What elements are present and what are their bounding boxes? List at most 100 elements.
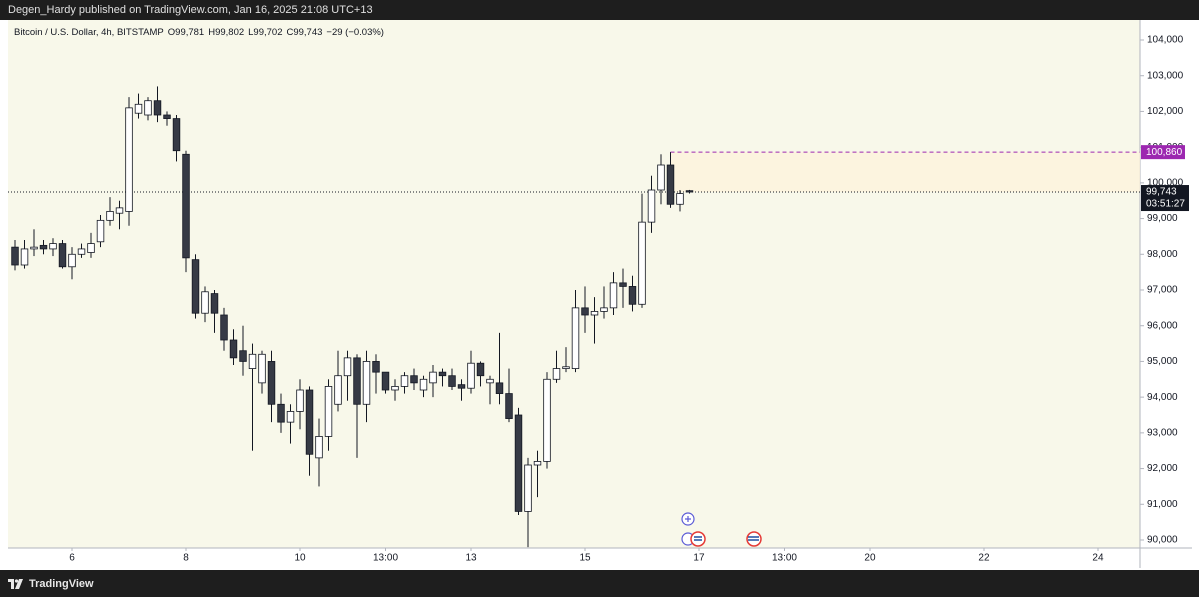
footer: TradingView xyxy=(0,570,1199,597)
price-axis xyxy=(1140,20,1192,568)
candle-body xyxy=(619,282,627,287)
candle-body xyxy=(343,357,352,377)
y-tick-label: 91,000 xyxy=(1147,499,1178,510)
y-tick-label: 99,000 xyxy=(1147,213,1178,224)
x-tick-label: 13:00 xyxy=(373,553,398,564)
event-icon xyxy=(685,516,691,522)
candle-body xyxy=(590,311,599,316)
logo xyxy=(8,578,23,589)
candle-body xyxy=(448,375,456,387)
chart: 90,000 91,000 92,000 93,000 94,000 95,000 96,0… xyxy=(0,20,1199,570)
candle-body xyxy=(286,411,295,423)
marks: 90,000 91,000 92,000 93,000 94,000 95,000 96,0… xyxy=(8,35,1189,564)
y-tick-label: 97,000 xyxy=(1147,285,1178,296)
candle-body xyxy=(58,243,67,268)
candle-body xyxy=(11,246,19,266)
candle-body xyxy=(258,353,266,384)
x-tick-label: 8 xyxy=(183,553,189,564)
candle-body xyxy=(191,259,200,314)
y-tick-label: 95,000 xyxy=(1147,356,1178,367)
candle-body xyxy=(438,371,447,377)
y-tick-label: 90,000 xyxy=(1147,535,1178,546)
candle-body xyxy=(68,253,76,268)
candle-body xyxy=(647,189,656,223)
candle-body xyxy=(600,307,608,312)
y-tick-label: 98,000 xyxy=(1147,249,1178,260)
candle-body xyxy=(315,436,323,459)
x-tick-label: 15 xyxy=(579,553,591,564)
y-tick-label: 104,000 xyxy=(1147,35,1184,46)
candle-body xyxy=(239,350,247,362)
candle-body xyxy=(305,389,314,455)
candle-body xyxy=(419,378,428,391)
candle-body xyxy=(666,164,675,205)
events xyxy=(681,512,762,547)
candle-body xyxy=(163,114,171,119)
x-tick-label: 22 xyxy=(978,553,990,564)
x-tick-label: 17 xyxy=(693,553,705,564)
high-label: 100,860 xyxy=(1146,147,1183,158)
y-tick-label: 103,000 xyxy=(1147,70,1184,81)
candle-body xyxy=(543,378,551,462)
symbol-title: Bitcoin / U.S. Dollar, 4h, BITSTAMP xyxy=(14,27,164,38)
candle-body xyxy=(248,353,257,369)
candle-body xyxy=(533,461,542,466)
event-icon xyxy=(694,536,759,541)
y-tick-label: 94,000 xyxy=(1147,392,1178,403)
ohlc: H99,802 xyxy=(208,27,245,38)
x-tick-label: 13 xyxy=(465,553,477,564)
candle-body xyxy=(372,361,380,373)
event-icon[interactable] xyxy=(690,531,706,547)
ohlc: −29 (−0.03%) xyxy=(326,27,384,38)
candle-body xyxy=(153,100,162,116)
candle-body xyxy=(486,378,494,384)
candle-body xyxy=(172,118,181,152)
legend: Bitcoin / U.S. Dollar, 4h, BITSTAMP O99,… xyxy=(14,27,384,38)
candle-body xyxy=(514,414,523,512)
candle-body xyxy=(87,243,95,253)
y-tick-label: 93,000 xyxy=(1147,427,1178,438)
ohlc: C99,743 xyxy=(286,27,323,38)
candle-body xyxy=(210,293,219,314)
candle-body xyxy=(296,389,304,412)
candle-body xyxy=(106,211,114,221)
y-tick-label: 100,000 xyxy=(1147,177,1184,188)
candle-body xyxy=(324,386,333,437)
candle-body xyxy=(524,464,532,512)
candle-body xyxy=(657,164,665,191)
event-icon[interactable] xyxy=(746,531,762,547)
candle-body xyxy=(400,375,409,387)
candle-body xyxy=(552,368,561,380)
candle-body xyxy=(144,100,152,116)
candle-body xyxy=(410,375,418,384)
candle-body xyxy=(571,307,580,369)
x-tick-label: 10 xyxy=(294,553,306,564)
candle-body xyxy=(505,393,513,419)
candle-body xyxy=(353,357,361,405)
ohlc: O99,781 xyxy=(167,27,205,38)
countdown: 03:51:27 xyxy=(1146,199,1185,210)
x-tick-label: 20 xyxy=(864,553,876,564)
candle-body xyxy=(562,366,570,369)
y-tick-label: 102,000 xyxy=(1147,106,1184,117)
candle-body xyxy=(391,386,399,391)
publisher: Degen_Hardy published on TradingView.com… xyxy=(8,4,373,16)
high-label-box xyxy=(1141,145,1185,160)
candle-body xyxy=(638,221,646,305)
candle-body xyxy=(267,361,276,405)
last-price-box xyxy=(1141,185,1189,212)
candle-body xyxy=(362,361,371,405)
plot-area xyxy=(8,20,1140,548)
publisher-bar: Degen_Hardy published on TradingView.com… xyxy=(0,0,1199,20)
candle-body xyxy=(201,291,209,314)
candle-body xyxy=(495,382,504,394)
price-zone xyxy=(670,152,1140,193)
candle-body xyxy=(77,248,86,255)
candle-body xyxy=(49,243,57,250)
candle-body xyxy=(609,282,618,309)
candle-body xyxy=(381,371,390,391)
candle-body xyxy=(628,286,637,305)
candle-body xyxy=(134,103,143,114)
candle-body xyxy=(676,193,684,205)
